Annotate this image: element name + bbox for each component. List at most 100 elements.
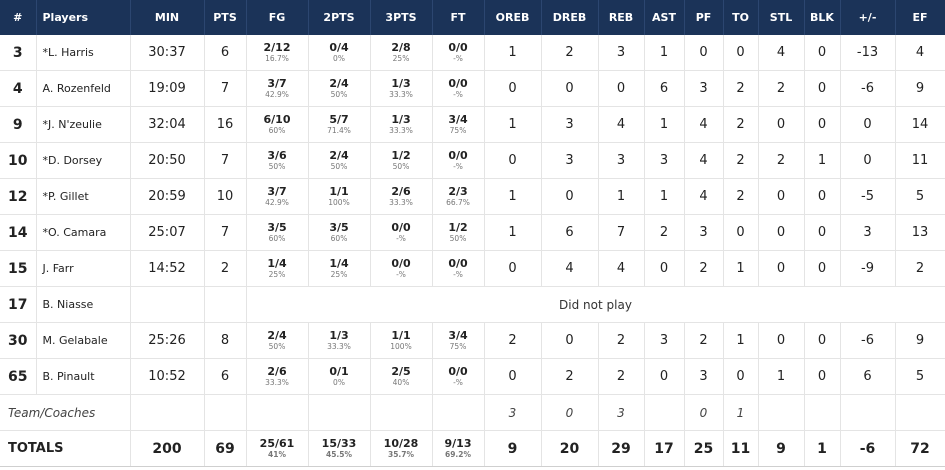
player-pm: -13 [840,35,896,71]
col-min-header[interactable]: MIN [130,0,205,35]
player-to: 0 [723,35,759,71]
player-name[interactable]: *O. Camara [36,214,131,251]
totals-reb: 29 [598,430,645,467]
col-players-header[interactable]: Players [36,0,131,35]
player-ft-made: 0/0 [448,149,468,163]
player-ast: 6 [644,70,685,107]
player-2pts: 1/1 100% [308,178,371,215]
player-to: 0 [723,214,759,251]
player-ft-pct: 66.7% [446,198,470,208]
player-stl: 0 [758,178,805,215]
player-ef: 5 [895,358,945,395]
player-3pts: 0/0 -% [370,250,433,287]
player-2pts-pct: 0% [333,378,345,388]
player-minutes: 25:07 [130,214,205,251]
player-row: 10 *D. Dorsey 20:50 7 3/6 50% 2/4 50% 1/2 50% 0/0-… [0,142,945,179]
player-3pts-made: 1/3 [391,113,411,127]
player-to: 0 [723,358,759,395]
totals-2pts-pct: 45.5% [325,450,353,460]
player-name[interactable]: *J. N'zeulie [36,106,131,143]
totals-ast: 17 [644,430,685,467]
player-pm: -6 [840,322,896,359]
player-fg-made: 2/6 [267,365,287,379]
player-fg-pct: 60% [268,126,286,136]
col-2pts-header[interactable]: 2PTS [308,0,371,35]
player-name[interactable]: M. Gelabale [36,322,131,359]
totals-ft-made: 9/13 [444,437,472,451]
player-3pts: 0/0 -% [370,214,433,251]
player-ft-made: 1/2 [448,221,468,235]
col-fg-header[interactable]: FG [246,0,309,35]
player-3pts: 1/3 33.3% [370,106,433,143]
player-oreb: 1 [484,178,542,215]
totals-ef: 72 [895,430,945,467]
player-name[interactable]: *D. Dorsey [36,142,131,179]
col-blk-header[interactable]: BLK [804,0,841,35]
col-stl-header[interactable]: STL [758,0,805,35]
col-to-header[interactable]: TO [723,0,759,35]
player-reb: 4 [598,250,645,287]
player-fg-made: 2/12 [263,41,291,55]
col-oreb-header[interactable]: OREB [484,0,542,35]
totals-oreb: 9 [484,430,542,467]
player-number: 15 [0,250,37,287]
player-blk: 0 [804,106,841,143]
col-number-header[interactable]: # [0,0,37,35]
player-3pts: 1/1 100% [370,322,433,359]
player-fg-pct: 42.9% [265,198,289,208]
player-oreb: 1 [484,106,542,143]
empty-cell [130,286,205,323]
empty-cell [644,394,685,431]
player-2pts-made: 2/4 [329,149,349,163]
player-fg-pct: 50% [268,342,286,352]
player-3pts: 1/3 33.3% [370,70,433,107]
player-fg-pct: 16.7% [265,54,289,64]
player-blk: 1 [804,142,841,179]
player-number: 9 [0,106,37,143]
player-name[interactable]: B. Niasse [36,286,131,323]
col-ef-header[interactable]: EF [895,0,945,35]
player-oreb: 1 [484,214,542,251]
player-ast: 3 [644,142,685,179]
player-name[interactable]: *L. Harris [36,35,131,71]
player-stl: 0 [758,106,805,143]
player-to: 1 [723,250,759,287]
player-3pts-made: 1/1 [391,329,411,343]
player-name[interactable]: B. Pinault [36,358,131,395]
player-2pts-pct: 25% [330,270,348,280]
col-plus-minus-header[interactable]: +/- [840,0,896,35]
player-ft: 3/4 75% [432,322,485,359]
totals-fg-pct: 41% [268,450,286,460]
col-ast-header[interactable]: AST [644,0,685,35]
player-pm: 3 [840,214,896,251]
player-name[interactable]: A. Rozenfeld [36,70,131,107]
player-pf: 2 [684,250,724,287]
empty-cell [204,394,247,431]
player-minutes: 25:26 [130,322,205,359]
player-stl: 0 [758,322,805,359]
col-3pts-header[interactable]: 3PTS [370,0,433,35]
player-oreb: 0 [484,358,542,395]
totals-pm: -6 [840,430,896,467]
col-pts-header[interactable]: PTS [204,0,247,35]
player-name[interactable]: J. Farr [36,250,131,287]
player-name[interactable]: *P. Gillet [36,178,131,215]
col-reb-header[interactable]: REB [598,0,645,35]
player-ft-made: 0/0 [448,77,468,91]
player-fg-made: 3/7 [267,77,287,91]
player-3pts-pct: 33.3% [389,90,413,100]
col-pf-header[interactable]: PF [684,0,724,35]
player-fg: 6/10 60% [246,106,309,143]
player-ft-made: 3/4 [448,329,468,343]
col-ft-header[interactable]: FT [432,0,485,35]
player-blk: 0 [804,358,841,395]
player-3pts-pct: 25% [392,54,410,64]
player-2pts-made: 1/4 [329,257,349,271]
player-fg-pct: 50% [268,162,286,172]
col-dreb-header[interactable]: DREB [541,0,599,35]
player-3pts-made: 2/6 [391,185,411,199]
player-points: 8 [204,322,247,359]
player-2pts: 3/5 60% [308,214,371,251]
player-reb: 7 [598,214,645,251]
